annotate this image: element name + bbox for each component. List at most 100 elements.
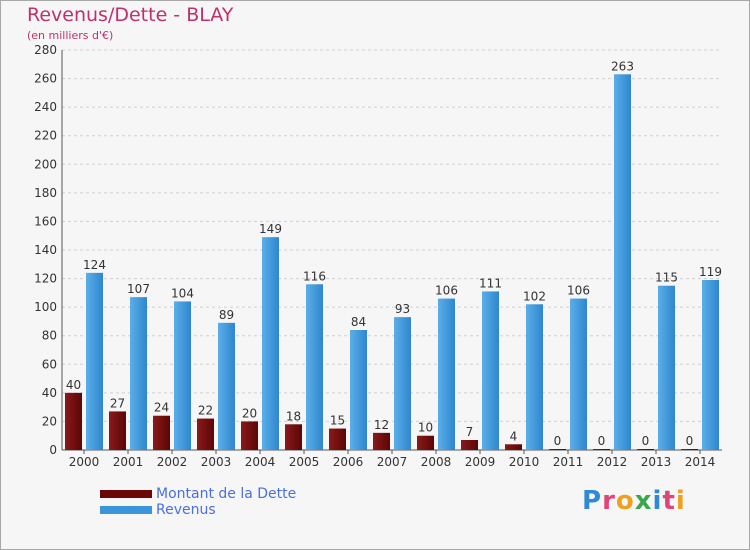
- data-label: 0: [686, 434, 694, 448]
- x-tick-label: 2006: [333, 455, 364, 469]
- data-label: 40: [66, 378, 81, 392]
- legend-label-revenus: Revenus: [156, 502, 216, 518]
- revenus-bar: [86, 272, 103, 450]
- data-label: 93: [395, 302, 410, 316]
- x-tick-label: 2003: [201, 455, 232, 469]
- legend-item-revenus: Revenus: [100, 502, 296, 518]
- grid-layer: [61, 49, 722, 454]
- x-tick-label: 2010: [509, 455, 540, 469]
- revenus-bar: [570, 298, 587, 450]
- x-tick-label: 2001: [113, 455, 144, 469]
- data-label: 15: [330, 414, 345, 428]
- y-tick-label: 160: [34, 214, 57, 228]
- y-tick-label: 60: [42, 357, 57, 371]
- data-label: 4: [510, 429, 518, 443]
- y-tick-label: 280: [34, 43, 57, 57]
- revenus-bar: [306, 284, 323, 450]
- labels-layer: 0204060801001201401601802002202402602802…: [34, 43, 722, 469]
- legend-swatch-dette: [100, 490, 152, 498]
- revenus-bar: [438, 298, 455, 450]
- bars-layer: [65, 74, 719, 451]
- data-label: 27: [110, 396, 125, 410]
- data-label: 20: [242, 406, 257, 420]
- dette-bar: [681, 449, 698, 450]
- x-tick-label: 2014: [685, 455, 716, 469]
- y-tick-label: 40: [42, 386, 57, 400]
- y-tick-label: 120: [34, 272, 57, 286]
- dette-bar: [65, 392, 82, 450]
- dette-bar: [241, 421, 258, 450]
- revenus-bar: [174, 301, 191, 450]
- dette-bar: [153, 415, 170, 450]
- data-label: 263: [611, 59, 634, 73]
- y-tick-label: 260: [34, 72, 57, 86]
- data-label: 12: [374, 418, 389, 432]
- x-tick-label: 2004: [245, 455, 276, 469]
- data-label: 119: [699, 265, 722, 279]
- legend-label-dette: Montant de la Dette: [156, 486, 297, 502]
- legend-item-dette: Montant de la Dette: [100, 486, 296, 502]
- data-label: 104: [171, 286, 194, 300]
- dette-bar: [285, 424, 302, 450]
- data-label: 24: [154, 401, 169, 415]
- x-tick-label: 2012: [597, 455, 628, 469]
- y-tick-label: 220: [34, 129, 57, 143]
- y-tick-label: 80: [42, 329, 57, 343]
- data-label: 116: [303, 269, 326, 283]
- x-tick-label: 2009: [465, 455, 496, 469]
- chart-title: Revenus/Dette - BLAY: [27, 4, 234, 26]
- dette-bar: [505, 444, 522, 450]
- dette-bar: [593, 449, 610, 450]
- revenus-bar: [350, 330, 367, 450]
- x-tick-label: 2008: [421, 455, 452, 469]
- dette-bar: [461, 440, 478, 450]
- data-label: 106: [567, 284, 590, 298]
- data-label: 10: [418, 421, 433, 435]
- data-label: 115: [655, 271, 678, 285]
- y-tick-label: 240: [34, 100, 57, 114]
- chart-subtitle: (en milliers d'€): [27, 29, 114, 42]
- y-tick-label: 0: [49, 443, 57, 457]
- data-label: 102: [523, 289, 546, 303]
- x-tick-label: 2000: [69, 455, 100, 469]
- revenus-bar: [130, 297, 147, 450]
- y-tick-label: 20: [42, 414, 57, 428]
- data-label: 84: [351, 315, 366, 329]
- y-tick-label: 180: [34, 186, 57, 200]
- x-tick-label: 2013: [641, 455, 672, 469]
- dette-bar: [549, 449, 566, 450]
- revenus-bar: [262, 237, 279, 450]
- data-label: 7: [466, 425, 474, 439]
- legend: Montant de la Dette Revenus: [100, 486, 296, 518]
- data-label: 0: [598, 434, 606, 448]
- data-label: 107: [127, 282, 150, 296]
- data-label: 111: [479, 276, 502, 290]
- y-tick-label: 140: [34, 243, 57, 257]
- dette-bar: [197, 418, 214, 450]
- dette-bar: [329, 428, 346, 450]
- revenus-bar: [614, 74, 631, 451]
- x-tick-label: 2011: [553, 455, 584, 469]
- data-label: 89: [219, 308, 234, 322]
- y-tick-label: 100: [34, 300, 57, 314]
- revenus-bar: [482, 291, 499, 450]
- data-label: 18: [286, 409, 301, 423]
- data-label: 149: [259, 222, 282, 236]
- dette-bar: [109, 411, 126, 450]
- data-label: 22: [198, 404, 213, 418]
- y-tick-label: 200: [34, 157, 57, 171]
- data-label: 0: [554, 434, 562, 448]
- data-label: 124: [83, 258, 106, 272]
- data-label: 0: [642, 434, 650, 448]
- x-tick-label: 2002: [157, 455, 188, 469]
- revenus-bar: [394, 317, 411, 450]
- revenus-bar: [702, 280, 719, 450]
- proxiti-logo: Proxiti: [582, 486, 686, 516]
- dette-bar: [417, 435, 434, 450]
- revenus-bar: [526, 304, 543, 450]
- dette-bar: [373, 432, 390, 450]
- data-label: 106: [435, 284, 458, 298]
- dette-bar: [637, 449, 654, 450]
- revenus-bar: [218, 322, 235, 450]
